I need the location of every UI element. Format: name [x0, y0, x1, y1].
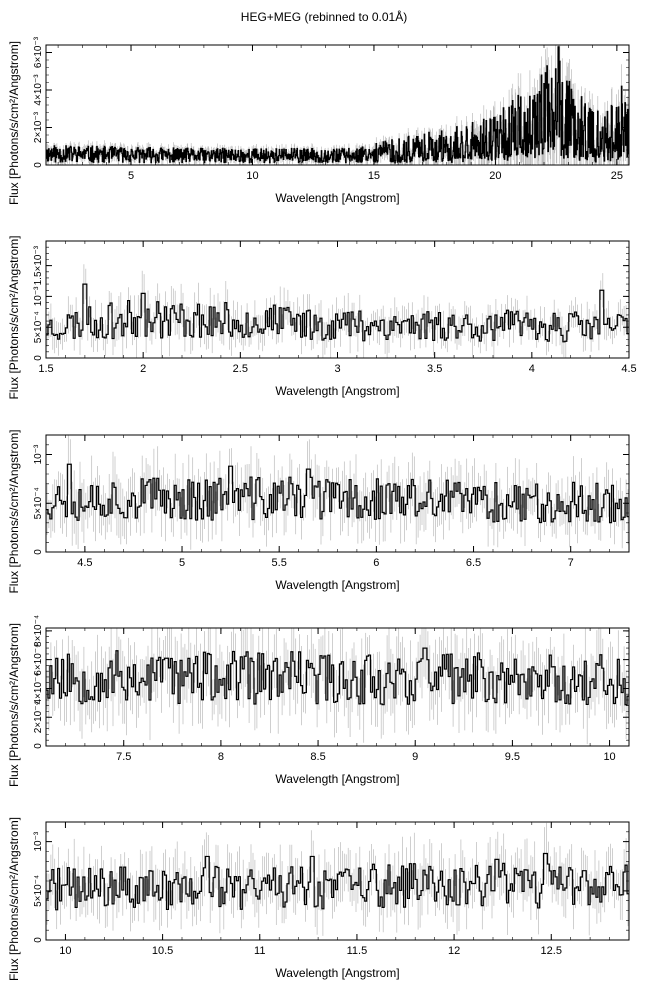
x-tick-label: 15	[368, 170, 380, 182]
x-tick-label: 6.5	[466, 557, 481, 569]
x-axis-label: Wavelength [Angstrom]	[275, 191, 399, 205]
x-tick-label: 4.5	[77, 557, 92, 569]
error-bars	[46, 435, 629, 550]
y-tick-label: 10⁻³	[33, 831, 44, 851]
x-tick-label: 5	[179, 557, 185, 569]
x-tick-label: 7.5	[116, 751, 131, 763]
x-tick-label: 8	[218, 751, 224, 763]
x-tick-label: 10.5	[152, 945, 173, 957]
y-axis-label: Flux [Photons/s/cm²/Angstrom]	[7, 235, 21, 399]
y-tick-label: 6×10⁻³	[33, 36, 44, 68]
y-tick-label: 0	[33, 549, 44, 555]
y-tick-label: 6×10⁻⁴	[33, 644, 44, 676]
x-axis-label: Wavelength [Angstrom]	[275, 966, 399, 980]
x-tick-label: 3	[334, 363, 340, 375]
y-tick-label: 1.5×10⁻³	[33, 245, 44, 285]
x-tick-label: 20	[489, 170, 501, 182]
x-tick-label: 9.5	[505, 751, 520, 763]
x-minor-ticks	[45, 241, 630, 358]
y-axis-label: Flux [Photons/s/cm²/Angstrom]	[7, 817, 21, 981]
x-tick-label: 5	[128, 170, 134, 182]
y-tick-label: 5×10⁻⁴	[33, 875, 44, 907]
x-tick-label: 5.5	[272, 557, 287, 569]
x-tick-label: 12	[448, 945, 460, 957]
x-tick-label: 8.5	[310, 751, 325, 763]
error-bars	[46, 628, 629, 745]
x-tick-label: 4	[529, 363, 535, 375]
spectrum-line	[46, 647, 629, 706]
spectrum-plot-area	[46, 822, 629, 936]
page-title: HEG+MEG (rebinned to 0.01Å)	[240, 10, 408, 24]
y-tick-label: 2×10⁻⁴	[33, 701, 44, 733]
x-tick-label: 7	[568, 557, 574, 569]
y-tick-label: 0	[33, 162, 44, 168]
y-tick-label: 4×10⁻⁴	[33, 672, 44, 704]
chart-panel-5: 10 10.5 11 11.5 12 12.5 0 5×10⁻⁴ 10⁻³ Wavelength …	[7, 817, 630, 981]
chart-panel-3: 4.5 5 5.5 6 6.5 7 0 5×10⁻⁴ 10⁻³ Wavelength [Angst…	[7, 429, 630, 594]
y-axis-label: Flux [Photons/s/cm²/Angstrom]	[7, 429, 21, 593]
x-tick-label: 1.5	[38, 363, 53, 375]
spectrum-plot-area	[46, 628, 629, 745]
y-tick-label: 5×10⁻⁴	[33, 487, 44, 519]
x-tick-label: 11.5	[347, 945, 368, 957]
spectrum-line	[46, 46, 629, 164]
x-axis-label: Wavelength [Angstrom]	[275, 772, 399, 786]
y-minor-ticks	[46, 240, 629, 359]
chart-panel-1: 5 10 15 20 25 0 2×10⁻³ 4×10⁻³ 6×10⁻³ Wavelength […	[7, 36, 630, 205]
y-tick-label: 0	[33, 743, 44, 749]
spectrum-plot-area	[46, 435, 629, 550]
chart-panel-4: 7.5 8 8.5 9 9.5 10 0 2×10⁻⁴4×10⁻⁴6×10⁻⁴8×10⁻⁴ Wa…	[7, 615, 630, 787]
x-tick-label: 4.5	[621, 363, 636, 375]
x-tick-label: 2	[140, 363, 146, 375]
y-axis-label: Flux [Photons/s/cm²/Angstrom]	[7, 41, 21, 205]
y-tick-label: 10⁻³	[33, 286, 44, 306]
y-tick-label: 5×10⁻⁴	[33, 311, 44, 343]
x-tick-label: 10	[246, 170, 258, 182]
x-tick-label: 10	[603, 751, 615, 763]
plot-frame	[45, 240, 630, 359]
x-axis-label: Wavelength [Angstrom]	[275, 384, 399, 398]
error-bars	[46, 264, 629, 358]
spectrum-line	[46, 852, 629, 911]
y-tick-label: 10⁻³	[33, 444, 44, 464]
x-tick-label: 11	[254, 945, 265, 957]
spectrum-plot-area	[46, 264, 629, 358]
x-tick-label: 12.5	[541, 945, 562, 957]
y-tick-label: 0	[33, 937, 44, 943]
x-tick-label: 10	[59, 945, 71, 957]
spectrum-line	[46, 463, 629, 524]
x-tick-label: 3.5	[427, 363, 442, 375]
spectrum-plot-area	[46, 45, 629, 165]
x-axis-label: Wavelength [Angstrom]	[275, 578, 399, 592]
y-tick-label: 8×10⁻⁴	[33, 615, 44, 647]
y-tick-label: 4×10⁻³	[33, 74, 44, 106]
chart-panel-2: 1.5 2 2.5 3 3.5 4 4.5 0 5×10⁻⁴ 10⁻³1.5×10⁻³ Wavele…	[7, 235, 637, 399]
y-tick-label: 2×10⁻³	[33, 111, 44, 143]
x-tick-label: 9	[412, 751, 418, 763]
x-tick-label: 2.5	[233, 363, 248, 375]
y-axis-label: Flux [Photons/s/cm²/Angstrom]	[7, 623, 21, 787]
x-tick-label: 25	[611, 170, 623, 182]
spectrum-line	[46, 283, 629, 343]
x-tick-label: 6	[373, 557, 379, 569]
y-tick-label: 0	[33, 355, 44, 361]
